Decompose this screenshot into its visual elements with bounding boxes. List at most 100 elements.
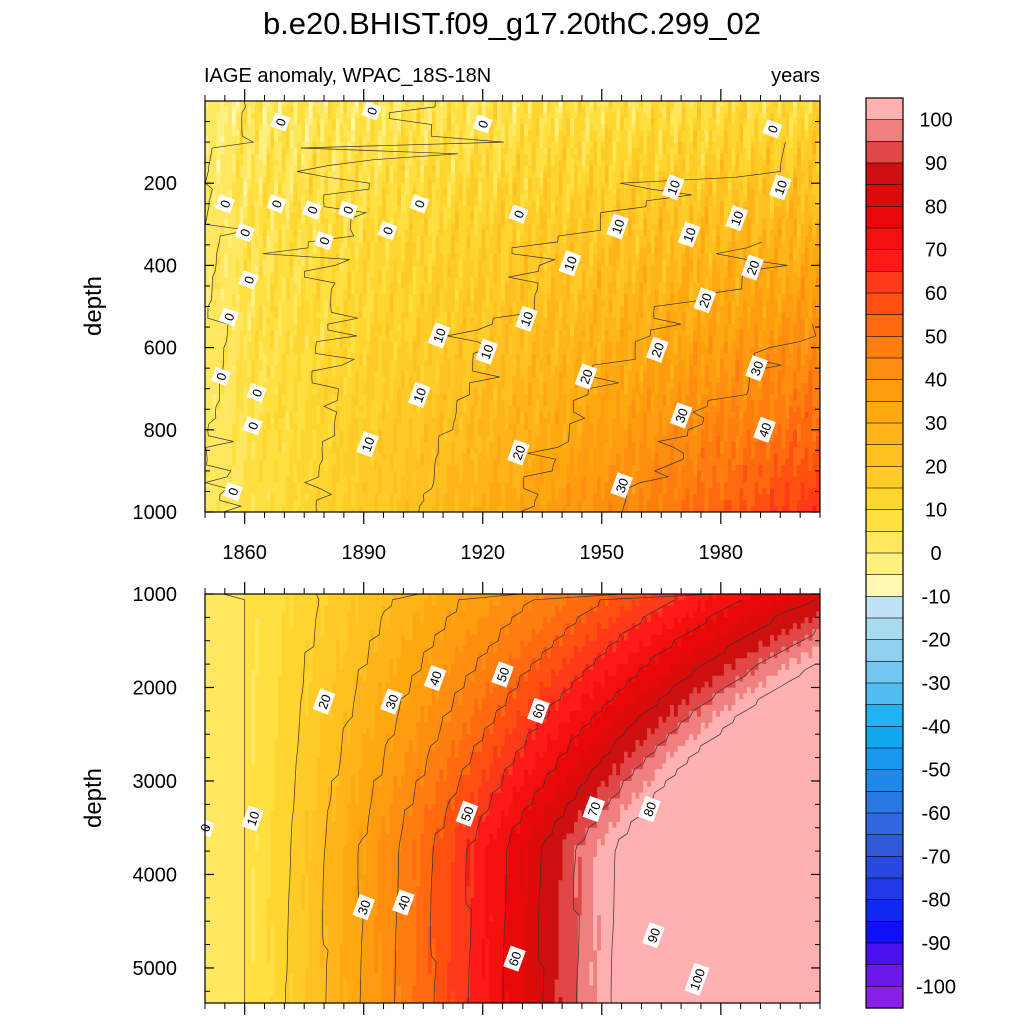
field-cell [381, 236, 387, 243]
field-cell [489, 206, 494, 214]
field-cell [750, 101, 756, 108]
field-cell [758, 171, 763, 178]
field-cell [770, 218, 775, 225]
field-cell [385, 253, 391, 261]
field-cell [235, 130, 241, 137]
field-cell [304, 106, 310, 114]
field-cell [604, 241, 610, 249]
field-cell [808, 206, 813, 214]
field-cell [454, 194, 460, 202]
field-cell [208, 200, 214, 208]
field-cell [293, 130, 298, 137]
field-cell [335, 247, 341, 255]
field-cell [489, 136, 494, 143]
field-cell [531, 218, 537, 225]
field-cell [304, 265, 310, 272]
field-cell [704, 230, 710, 237]
field-cell [816, 112, 820, 120]
field-cell [700, 212, 706, 220]
field-cell [504, 101, 510, 108]
field-cell [235, 218, 241, 225]
field-cell [616, 189, 621, 196]
field-cell [673, 124, 679, 131]
field-cell [420, 265, 425, 272]
field-cell [539, 212, 544, 220]
field-cell [278, 142, 283, 149]
field-cell [381, 200, 387, 208]
field-cell [397, 165, 402, 173]
field-cell [647, 183, 652, 190]
field-cell [235, 147, 241, 155]
field-cell [212, 118, 218, 126]
field-cell [662, 241, 667, 249]
field-cell [796, 247, 802, 255]
field-cell [316, 165, 321, 173]
field-cell [670, 230, 675, 237]
field-cell [285, 189, 291, 196]
field-cell [566, 224, 571, 231]
field-cell [766, 194, 771, 202]
field-cell [343, 130, 348, 137]
field-cell [254, 241, 260, 249]
field-cell [750, 230, 756, 237]
field-cell [366, 236, 371, 243]
field-cell [343, 106, 348, 114]
field-cell [816, 136, 820, 143]
field-cell [212, 224, 218, 231]
field-cell [816, 153, 820, 161]
field-cell [404, 183, 410, 190]
field-cell [224, 230, 229, 237]
field-cell [547, 212, 552, 220]
field-cell [454, 271, 460, 278]
field-cell [393, 153, 398, 161]
field-cell [358, 206, 364, 214]
field-cell [351, 142, 356, 149]
field-cell [427, 230, 433, 237]
field-cell [404, 147, 410, 155]
field-cell [435, 200, 441, 208]
field-cell [539, 124, 544, 131]
field-cell [474, 236, 479, 243]
field-cell [243, 153, 248, 161]
field-cell [262, 218, 268, 225]
field-cell [574, 189, 579, 196]
field-cell [366, 277, 371, 284]
field-cell [735, 194, 740, 202]
field-cell [581, 265, 587, 272]
field-cell [312, 177, 318, 184]
field-cell [600, 277, 606, 284]
field-cell [635, 253, 640, 261]
field-cell [766, 112, 771, 120]
field-cell [739, 253, 744, 261]
field-cell [466, 247, 471, 255]
field-cell [431, 124, 437, 131]
field-cell [358, 101, 364, 108]
field-cell [712, 277, 717, 284]
field-cell [243, 124, 248, 131]
field-cell [600, 118, 606, 126]
field-cell [328, 147, 333, 155]
field-cell [500, 124, 506, 131]
field-cell [635, 200, 640, 208]
field-cell [697, 212, 702, 220]
field-cell [812, 101, 817, 108]
field-cell [650, 218, 656, 225]
field-cell [385, 241, 391, 249]
field-cell [485, 136, 491, 143]
field-cell [781, 236, 786, 243]
field-cell [608, 259, 614, 266]
field-cell [570, 159, 575, 167]
field-cell [216, 189, 221, 196]
field-cell [251, 212, 256, 220]
field-cell [812, 147, 817, 155]
field-cell [704, 118, 710, 126]
field-cell [562, 277, 567, 284]
field-cell [462, 259, 467, 266]
field-cell [793, 271, 798, 278]
field-cell [720, 147, 725, 155]
field-cell [254, 230, 260, 237]
field-cell [577, 218, 583, 225]
field-cell [720, 206, 725, 214]
field-cell [508, 224, 514, 231]
field-cell [258, 277, 264, 284]
